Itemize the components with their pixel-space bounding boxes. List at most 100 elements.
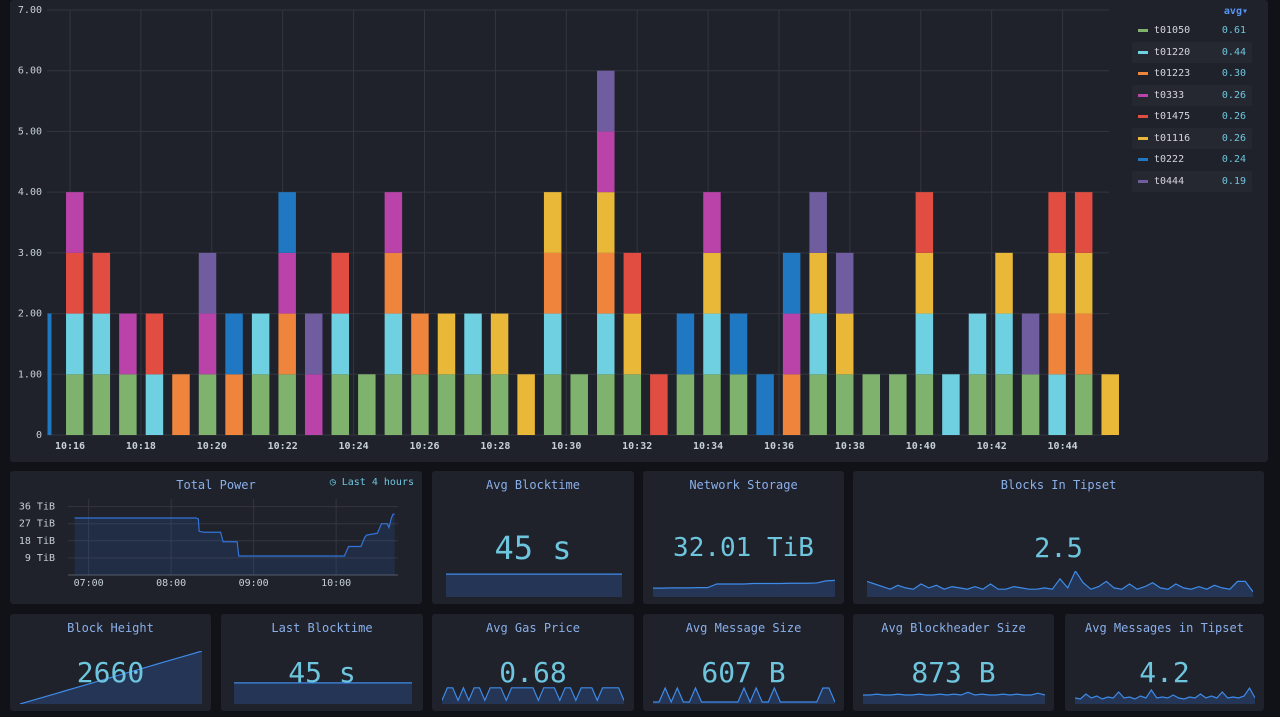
bar-segment-t0222[interactable] bbox=[47, 313, 52, 435]
bar-segment-t01050[interactable] bbox=[92, 374, 111, 435]
bar-segment-t01050[interactable] bbox=[597, 374, 615, 435]
bar-segment-t01220[interactable] bbox=[331, 313, 350, 375]
legend-item-t01220[interactable]: t01220 0.44 bbox=[1132, 41, 1252, 63]
bar-segment-t01220[interactable] bbox=[809, 313, 827, 375]
bar-segment-t01050[interactable] bbox=[198, 374, 217, 435]
bar-segment-t01116[interactable] bbox=[437, 313, 456, 375]
bar-segment-t01220[interactable] bbox=[703, 313, 721, 375]
bar-segment-t01116[interactable] bbox=[517, 374, 535, 435]
bar-segment-t01050[interactable] bbox=[676, 374, 695, 435]
bar-segment-t0444[interactable] bbox=[1021, 313, 1040, 375]
bar-segment-t0333[interactable] bbox=[384, 192, 403, 253]
bar-segment-t01220[interactable] bbox=[995, 313, 1013, 375]
bar-segment-t0222[interactable] bbox=[729, 313, 748, 375]
bar-segment-t01050[interactable] bbox=[862, 374, 881, 435]
bar-segment-t01050[interactable] bbox=[1074, 374, 1093, 435]
bar-segment-t0333[interactable] bbox=[597, 131, 615, 193]
bar-segment-t0222[interactable] bbox=[225, 313, 243, 375]
legend-item-t0333[interactable]: t0333 0.26 bbox=[1132, 84, 1252, 106]
bar-segment-t01116[interactable] bbox=[703, 252, 721, 314]
bar-segment-t01475[interactable] bbox=[623, 252, 642, 314]
bar-segment-t01050[interactable] bbox=[119, 374, 137, 435]
bar-segment-t01223[interactable] bbox=[225, 374, 243, 435]
bar-segment-t0444[interactable] bbox=[304, 313, 323, 375]
bar-segment-t0333[interactable] bbox=[119, 313, 137, 375]
bar-segment-t0444[interactable] bbox=[809, 192, 827, 253]
bar-segment-t01050[interactable] bbox=[251, 374, 270, 435]
bar-segment-t01050[interactable] bbox=[995, 374, 1013, 435]
bar-segment-t01220[interactable] bbox=[384, 313, 403, 375]
bar-segment-t01116[interactable] bbox=[1074, 252, 1093, 314]
bar-segment-t01223[interactable] bbox=[543, 252, 562, 314]
bar-segment-t01050[interactable] bbox=[384, 374, 403, 435]
bar-segment-t01223[interactable] bbox=[384, 252, 403, 314]
bar-segment-t01475[interactable] bbox=[145, 313, 164, 375]
bar-segment-t01223[interactable] bbox=[172, 374, 190, 435]
bar-segment-t0333[interactable] bbox=[782, 313, 801, 375]
bar-segment-t01220[interactable] bbox=[251, 313, 270, 375]
bar-segment-t01220[interactable] bbox=[915, 313, 934, 375]
bar-segment-t01220[interactable] bbox=[968, 313, 987, 375]
bar-segment-t0333[interactable] bbox=[304, 374, 323, 435]
bar-segment-t0333[interactable] bbox=[278, 252, 296, 314]
bar-segment-t01050[interactable] bbox=[358, 374, 376, 435]
bar-segment-t0333[interactable] bbox=[66, 192, 84, 253]
bar-segment-t01475[interactable] bbox=[650, 374, 668, 435]
bar-segment-t0333[interactable] bbox=[198, 313, 217, 375]
legend-item-t0222[interactable]: t0222 0.24 bbox=[1132, 149, 1252, 171]
bar-segment-t01050[interactable] bbox=[437, 374, 456, 435]
bar-segment-t01116[interactable] bbox=[543, 192, 562, 253]
bar-segment-t01050[interactable] bbox=[464, 374, 482, 435]
bar-segment-t0444[interactable] bbox=[597, 70, 615, 132]
bar-segment-t0444[interactable] bbox=[835, 252, 854, 314]
bar-segment-t01116[interactable] bbox=[809, 252, 827, 314]
bar-segment-t01050[interactable] bbox=[968, 374, 987, 435]
bar-segment-t01475[interactable] bbox=[331, 252, 350, 314]
legend-sort-header[interactable]: avg▾ bbox=[1223, 6, 1248, 17]
legend-item-t01475[interactable]: t01475 0.26 bbox=[1132, 106, 1252, 128]
bar-segment-t01223[interactable] bbox=[278, 313, 296, 375]
bar-segment-t0222[interactable] bbox=[278, 192, 296, 253]
bar-segment-t01116[interactable] bbox=[1101, 374, 1119, 435]
bar-segment-t01223[interactable] bbox=[782, 374, 801, 435]
bar-segment-t01050[interactable] bbox=[889, 374, 907, 435]
bar-segment-t01116[interactable] bbox=[490, 313, 509, 375]
bar-segment-t01116[interactable] bbox=[1048, 252, 1066, 314]
bar-segment-t01050[interactable] bbox=[703, 374, 721, 435]
bar-segment-t0222[interactable] bbox=[676, 313, 695, 375]
bar-segment-t01050[interactable] bbox=[411, 374, 429, 435]
bar-segment-t01220[interactable] bbox=[92, 313, 111, 375]
bar-segment-t01050[interactable] bbox=[331, 374, 350, 435]
bar-segment-t0333[interactable] bbox=[703, 192, 721, 253]
bar-segment-t01223[interactable] bbox=[411, 313, 429, 375]
bar-segment-t01116[interactable] bbox=[623, 313, 642, 375]
bar-segment-t01050[interactable] bbox=[278, 374, 296, 435]
bar-segment-t01223[interactable] bbox=[1074, 313, 1093, 375]
bar-segment-t01050[interactable] bbox=[915, 374, 934, 435]
bar-segment-t01116[interactable] bbox=[835, 313, 854, 375]
bar-segment-t0222[interactable] bbox=[782, 252, 801, 314]
bar-segment-t01220[interactable] bbox=[942, 374, 960, 435]
bar-segment-t01116[interactable] bbox=[597, 192, 615, 253]
bar-segment-t01116[interactable] bbox=[995, 252, 1013, 314]
time-range-picker[interactable]: ◷ Last 4 hours bbox=[330, 477, 414, 488]
bar-segment-t01220[interactable] bbox=[145, 374, 164, 435]
bar-segment-t0222[interactable] bbox=[756, 374, 774, 435]
bar-segment-t01223[interactable] bbox=[597, 252, 615, 314]
bar-segment-t01050[interactable] bbox=[835, 374, 854, 435]
bar-segment-t01050[interactable] bbox=[543, 374, 562, 435]
bar-segment-t01220[interactable] bbox=[597, 313, 615, 375]
bar-segment-t01050[interactable] bbox=[66, 374, 84, 435]
legend-item-t01050[interactable]: t01050 0.61 bbox=[1132, 20, 1252, 42]
legend-item-t01223[interactable]: t01223 0.30 bbox=[1132, 63, 1252, 85]
bar-segment-t01050[interactable] bbox=[729, 374, 748, 435]
bar-segment-t01220[interactable] bbox=[543, 313, 562, 375]
bar-segment-t01475[interactable] bbox=[1074, 192, 1093, 253]
bar-segment-t01475[interactable] bbox=[915, 192, 934, 253]
bar-segment-t01475[interactable] bbox=[92, 252, 111, 314]
bar-segment-t01223[interactable] bbox=[1048, 313, 1066, 375]
bar-segment-t01475[interactable] bbox=[66, 252, 84, 314]
bar-segment-t01050[interactable] bbox=[490, 374, 509, 435]
bar-segment-t01050[interactable] bbox=[1021, 374, 1040, 435]
bar-segment-t01050[interactable] bbox=[623, 374, 642, 435]
